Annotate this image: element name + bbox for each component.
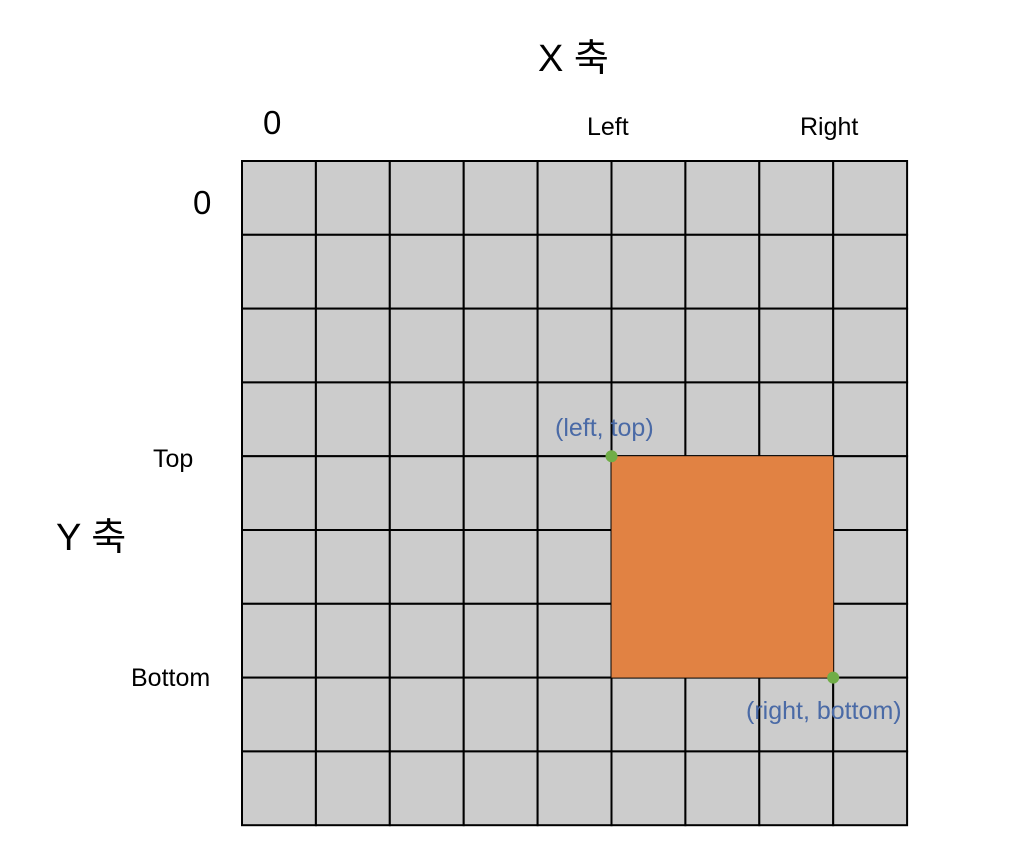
grid-cell xyxy=(241,602,317,679)
grid-cell xyxy=(536,529,613,605)
grid-cell xyxy=(314,381,391,458)
left-label: Left xyxy=(587,113,629,141)
grid-cell xyxy=(832,676,909,753)
grid-cell xyxy=(314,307,391,384)
grid-cell xyxy=(314,676,391,753)
grid-cell xyxy=(241,676,317,753)
grid-cell xyxy=(314,160,391,236)
grid-cell xyxy=(610,750,687,827)
grid-cell xyxy=(462,455,539,532)
grid-cell xyxy=(610,381,687,458)
grid-cell xyxy=(462,676,539,753)
grid-cell xyxy=(462,529,539,605)
grid-cell xyxy=(832,160,909,236)
grid-cell xyxy=(241,529,317,605)
grid-cell xyxy=(684,233,761,310)
grid-cell xyxy=(462,602,539,679)
grid-cell xyxy=(241,307,317,384)
grid-cell xyxy=(241,381,317,458)
grid-cell xyxy=(684,676,761,753)
grid-cell xyxy=(314,233,391,310)
grid-cell xyxy=(832,750,909,827)
grid-cell xyxy=(832,381,909,458)
grid-cell xyxy=(536,602,613,679)
grid-cell xyxy=(388,602,465,679)
grid-cell xyxy=(832,233,909,310)
grid-cell xyxy=(832,529,909,605)
grid-cell xyxy=(610,676,687,753)
grid-cell xyxy=(758,381,835,458)
top-left-point-label: (left, top) xyxy=(555,414,654,442)
y-axis-title: Y 축 xyxy=(56,517,127,559)
grid-cell xyxy=(684,381,761,458)
grid-cell xyxy=(388,455,465,532)
grid-cell xyxy=(832,455,909,532)
top-label: Top xyxy=(153,445,194,473)
grid-cell xyxy=(462,307,539,384)
grid-cell xyxy=(388,529,465,605)
right-label: Right xyxy=(800,113,859,141)
bottom-right-point-marker xyxy=(827,671,840,684)
grid-cell xyxy=(758,307,835,384)
grid-cell xyxy=(314,455,391,532)
grid-cell xyxy=(758,160,835,236)
top-left-point-marker xyxy=(605,450,618,463)
grid-cell xyxy=(462,233,539,310)
grid-cell xyxy=(241,750,317,827)
bottom-right-point-label: (right, bottom) xyxy=(746,697,902,725)
grid-cell xyxy=(610,307,687,384)
grid-cell xyxy=(758,233,835,310)
grid-cell xyxy=(758,750,835,827)
grid-cell xyxy=(684,750,761,827)
grid-cell xyxy=(388,750,465,827)
grid-cell xyxy=(832,602,909,679)
x-axis-title: X 축 xyxy=(538,38,609,80)
grid-cell xyxy=(314,529,391,605)
grid-cell xyxy=(241,233,317,310)
grid-cell xyxy=(758,676,835,753)
x-origin-label: 0 xyxy=(263,104,282,141)
grid-cell xyxy=(610,160,687,236)
grid-cell xyxy=(462,160,539,236)
grid-cell xyxy=(462,381,539,458)
grid-cell xyxy=(536,455,613,532)
grid-cell xyxy=(388,160,465,236)
grid-cell xyxy=(314,750,391,827)
bottom-label: Bottom xyxy=(131,664,211,692)
grid-cell xyxy=(536,750,613,827)
grid-cell xyxy=(241,455,317,532)
grid-cell xyxy=(388,233,465,310)
grid-cell xyxy=(832,307,909,384)
grid-cell xyxy=(314,602,391,679)
grid-cell xyxy=(388,381,465,458)
grid-cell xyxy=(610,233,687,310)
grid-cell xyxy=(684,160,761,236)
grid-cell xyxy=(536,676,613,753)
y-origin-label: 0 xyxy=(193,184,212,221)
grid-cell xyxy=(241,160,317,236)
grid-cell xyxy=(388,676,465,753)
grid-cell xyxy=(462,750,539,827)
grid-cell xyxy=(388,307,465,384)
grid-cell xyxy=(684,307,761,384)
grid-cell xyxy=(536,307,613,384)
highlighted-rectangle xyxy=(611,456,834,678)
grid-cell xyxy=(536,160,613,236)
grid-cell xyxy=(536,233,613,310)
